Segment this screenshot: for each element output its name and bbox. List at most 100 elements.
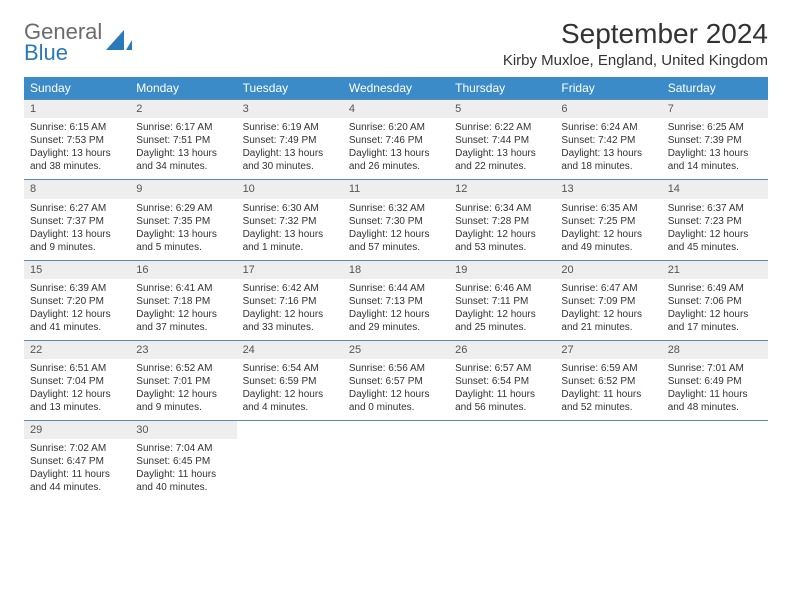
sunrise-line: Sunrise: 6:27 AM (30, 202, 124, 215)
calendar-cell: .. (237, 421, 343, 501)
daylight-line: Daylight: 12 hours and 53 minutes. (455, 228, 549, 254)
sunrise-line: Sunrise: 6:34 AM (455, 202, 549, 215)
weekday-header: Wednesday (343, 77, 449, 100)
daylight-line: Daylight: 12 hours and 25 minutes. (455, 308, 549, 334)
day-body: Sunrise: 7:02 AMSunset: 6:47 PMDaylight:… (24, 439, 130, 500)
weekday-header: Saturday (662, 77, 768, 100)
weekday-header: Sunday (24, 77, 130, 100)
day-number: 22 (24, 341, 130, 359)
sunset-line: Sunset: 7:23 PM (668, 215, 762, 228)
day-body: Sunrise: 6:15 AMSunset: 7:53 PMDaylight:… (24, 118, 130, 179)
sunset-line: Sunset: 7:39 PM (668, 134, 762, 147)
calendar-row: 15Sunrise: 6:39 AMSunset: 7:20 PMDayligh… (24, 260, 768, 340)
day-number: 24 (237, 341, 343, 359)
sunrise-line: Sunrise: 6:54 AM (243, 362, 337, 375)
calendar-cell: 2Sunrise: 6:17 AMSunset: 7:51 PMDaylight… (130, 100, 236, 180)
day-number: 10 (237, 180, 343, 198)
day-number: 21 (662, 261, 768, 279)
weekday-header-row: Sunday Monday Tuesday Wednesday Thursday… (24, 77, 768, 100)
day-body: Sunrise: 6:35 AMSunset: 7:25 PMDaylight:… (555, 199, 661, 260)
daylight-line: Daylight: 12 hours and 49 minutes. (561, 228, 655, 254)
day-number: 9 (130, 180, 236, 198)
weekday-header: Friday (555, 77, 661, 100)
day-number: 6 (555, 100, 661, 118)
sunset-line: Sunset: 7:37 PM (30, 215, 124, 228)
sunset-line: Sunset: 6:52 PM (561, 375, 655, 388)
sunset-line: Sunset: 7:09 PM (561, 295, 655, 308)
day-body: Sunrise: 6:29 AMSunset: 7:35 PMDaylight:… (130, 199, 236, 260)
day-body: Sunrise: 6:20 AMSunset: 7:46 PMDaylight:… (343, 118, 449, 179)
day-number: 29 (24, 421, 130, 439)
sunrise-line: Sunrise: 7:04 AM (136, 442, 230, 455)
calendar-cell: 7Sunrise: 6:25 AMSunset: 7:39 PMDaylight… (662, 100, 768, 180)
daylight-line: Daylight: 13 hours and 14 minutes. (668, 147, 762, 173)
daylight-line: Daylight: 12 hours and 45 minutes. (668, 228, 762, 254)
day-number: 30 (130, 421, 236, 439)
sunrise-line: Sunrise: 6:25 AM (668, 121, 762, 134)
day-body: Sunrise: 6:41 AMSunset: 7:18 PMDaylight:… (130, 279, 236, 340)
daylight-line: Daylight: 12 hours and 57 minutes. (349, 228, 443, 254)
day-body: Sunrise: 6:52 AMSunset: 7:01 PMDaylight:… (130, 359, 236, 420)
daylight-line: Daylight: 11 hours and 48 minutes. (668, 388, 762, 414)
daylight-line: Daylight: 12 hours and 13 minutes. (30, 388, 124, 414)
sunset-line: Sunset: 6:49 PM (668, 375, 762, 388)
sunrise-line: Sunrise: 7:01 AM (668, 362, 762, 375)
calendar-cell: .. (662, 421, 768, 501)
day-number: 14 (662, 180, 768, 198)
sunset-line: Sunset: 6:54 PM (455, 375, 549, 388)
calendar-cell: 8Sunrise: 6:27 AMSunset: 7:37 PMDaylight… (24, 180, 130, 260)
calendar-cell: 27Sunrise: 6:59 AMSunset: 6:52 PMDayligh… (555, 340, 661, 420)
calendar-cell: 9Sunrise: 6:29 AMSunset: 7:35 PMDaylight… (130, 180, 236, 260)
day-number: 15 (24, 261, 130, 279)
sunrise-line: Sunrise: 7:02 AM (30, 442, 124, 455)
daylight-line: Daylight: 12 hours and 37 minutes. (136, 308, 230, 334)
day-body: Sunrise: 6:49 AMSunset: 7:06 PMDaylight:… (662, 279, 768, 340)
weekday-header: Monday (130, 77, 236, 100)
sunrise-line: Sunrise: 6:46 AM (455, 282, 549, 295)
weekday-header: Thursday (449, 77, 555, 100)
calendar-cell: 26Sunrise: 6:57 AMSunset: 6:54 PMDayligh… (449, 340, 555, 420)
sunrise-line: Sunrise: 6:17 AM (136, 121, 230, 134)
sunrise-line: Sunrise: 6:35 AM (561, 202, 655, 215)
sunrise-line: Sunrise: 6:30 AM (243, 202, 337, 215)
calendar-cell: 12Sunrise: 6:34 AMSunset: 7:28 PMDayligh… (449, 180, 555, 260)
daylight-line: Daylight: 13 hours and 1 minute. (243, 228, 337, 254)
calendar-cell: 11Sunrise: 6:32 AMSunset: 7:30 PMDayligh… (343, 180, 449, 260)
sunrise-line: Sunrise: 6:20 AM (349, 121, 443, 134)
day-number: 2 (130, 100, 236, 118)
calendar-cell: 14Sunrise: 6:37 AMSunset: 7:23 PMDayligh… (662, 180, 768, 260)
calendar-row: 8Sunrise: 6:27 AMSunset: 7:37 PMDaylight… (24, 180, 768, 260)
daylight-line: Daylight: 12 hours and 9 minutes. (136, 388, 230, 414)
sunrise-line: Sunrise: 6:59 AM (561, 362, 655, 375)
day-body: Sunrise: 6:56 AMSunset: 6:57 PMDaylight:… (343, 359, 449, 420)
day-number: 11 (343, 180, 449, 198)
sunrise-line: Sunrise: 6:44 AM (349, 282, 443, 295)
sunrise-line: Sunrise: 6:51 AM (30, 362, 124, 375)
sunrise-line: Sunrise: 6:52 AM (136, 362, 230, 375)
sunset-line: Sunset: 7:13 PM (349, 295, 443, 308)
calendar-cell: 17Sunrise: 6:42 AMSunset: 7:16 PMDayligh… (237, 260, 343, 340)
sunset-line: Sunset: 7:49 PM (243, 134, 337, 147)
calendar-cell: .. (555, 421, 661, 501)
sunset-line: Sunset: 7:16 PM (243, 295, 337, 308)
calendar-cell: 21Sunrise: 6:49 AMSunset: 7:06 PMDayligh… (662, 260, 768, 340)
day-number: 19 (449, 261, 555, 279)
sunset-line: Sunset: 7:44 PM (455, 134, 549, 147)
daylight-line: Daylight: 11 hours and 40 minutes. (136, 468, 230, 494)
sunset-line: Sunset: 7:18 PM (136, 295, 230, 308)
day-body: Sunrise: 6:22 AMSunset: 7:44 PMDaylight:… (449, 118, 555, 179)
calendar-cell: 6Sunrise: 6:24 AMSunset: 7:42 PMDaylight… (555, 100, 661, 180)
day-body: Sunrise: 6:25 AMSunset: 7:39 PMDaylight:… (662, 118, 768, 179)
calendar-table: Sunday Monday Tuesday Wednesday Thursday… (24, 77, 768, 500)
day-body: Sunrise: 6:39 AMSunset: 7:20 PMDaylight:… (24, 279, 130, 340)
day-body: Sunrise: 6:42 AMSunset: 7:16 PMDaylight:… (237, 279, 343, 340)
sunrise-line: Sunrise: 6:41 AM (136, 282, 230, 295)
day-body: Sunrise: 7:01 AMSunset: 6:49 PMDaylight:… (662, 359, 768, 420)
day-body: Sunrise: 6:51 AMSunset: 7:04 PMDaylight:… (24, 359, 130, 420)
day-number: 20 (555, 261, 661, 279)
day-body: Sunrise: 6:19 AMSunset: 7:49 PMDaylight:… (237, 118, 343, 179)
daylight-line: Daylight: 13 hours and 9 minutes. (30, 228, 124, 254)
day-body: Sunrise: 6:46 AMSunset: 7:11 PMDaylight:… (449, 279, 555, 340)
title-block: September 2024 Kirby Muxloe, England, Un… (503, 18, 768, 69)
sunset-line: Sunset: 7:30 PM (349, 215, 443, 228)
